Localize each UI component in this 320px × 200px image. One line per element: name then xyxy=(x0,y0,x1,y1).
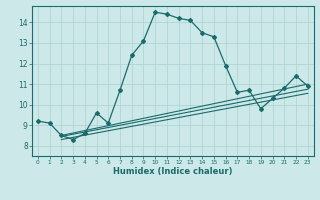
X-axis label: Humidex (Indice chaleur): Humidex (Indice chaleur) xyxy=(113,167,233,176)
